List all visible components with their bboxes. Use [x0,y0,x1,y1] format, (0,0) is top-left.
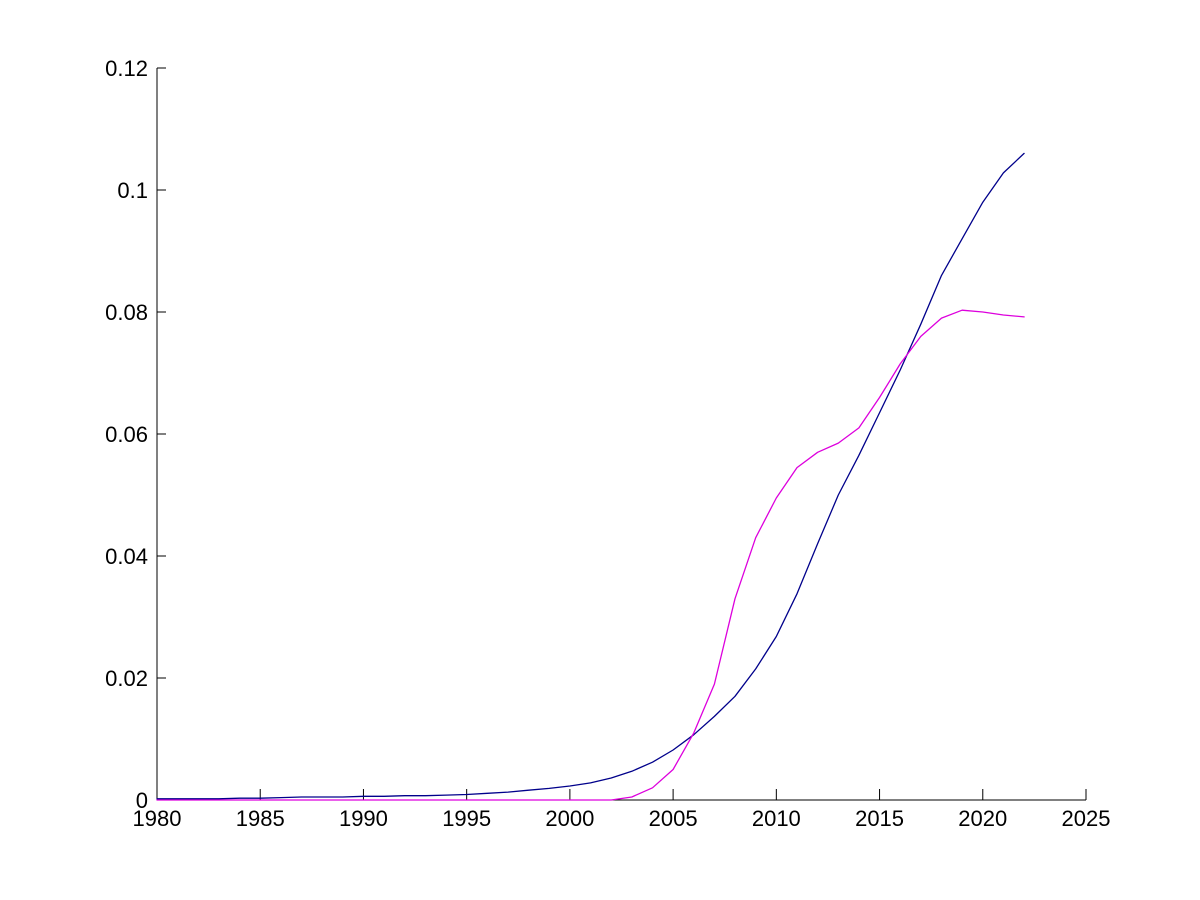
series-line-smooth-diffusion-curve [156,152,1025,800]
x-tick-label: 2015 [855,806,904,831]
y-tick-label: 0.08 [105,300,148,325]
y-tick-label: 0.06 [105,422,148,447]
x-tick-label: 1995 [442,806,491,831]
y-tick-label: 0.1 [117,178,148,203]
series-line-s-shaped-observed-curve [156,309,1025,801]
x-tick-label: 2010 [752,806,801,831]
y-tick-label: 0.12 [105,56,148,81]
y-tick-label: 0 [136,788,148,813]
x-tick-label: 2020 [958,806,1007,831]
y-tick-label: 0.02 [105,666,148,691]
x-tick-label: 2000 [545,806,594,831]
x-tick-label: 2025 [1062,806,1111,831]
x-tick-label: 2005 [649,806,698,831]
x-tick-label: 1980 [133,806,182,831]
x-tick-label: 1985 [236,806,285,831]
x-tick-label: 1990 [339,806,388,831]
y-tick-label: 0.04 [105,544,148,569]
